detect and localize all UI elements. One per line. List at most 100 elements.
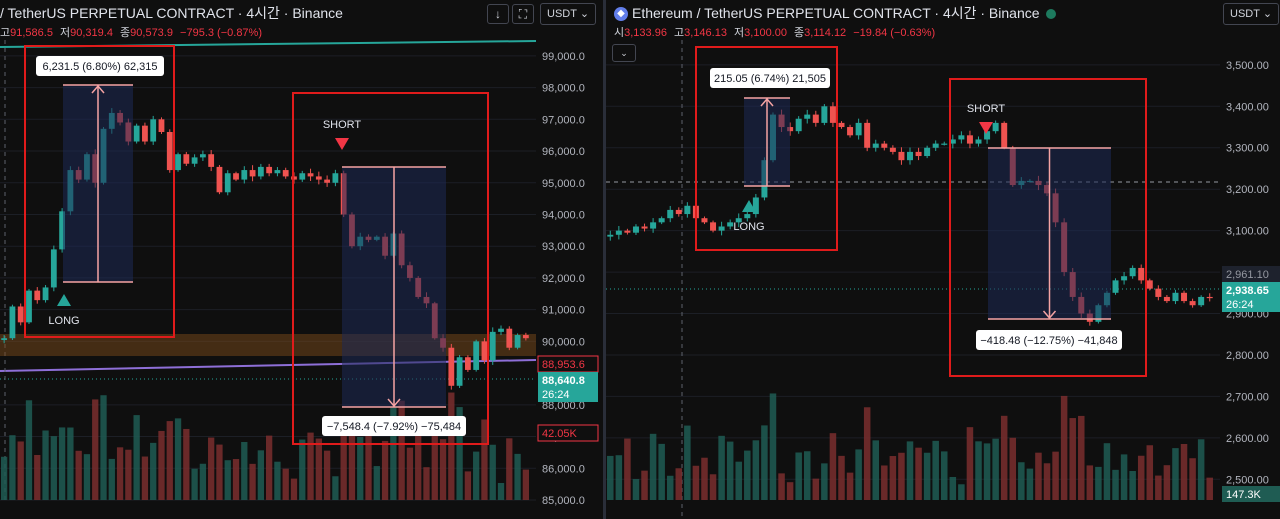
volume-bar (966, 427, 974, 500)
candle-body (907, 151, 913, 161)
fullscreen-icon[interactable]: ⛶ (512, 4, 534, 24)
candle-body (949, 139, 956, 144)
candle-body (1146, 280, 1153, 289)
ohlc-low-label: 저 (734, 27, 745, 39)
volume-bar (448, 392, 455, 500)
ohlc-high-label: 고 (0, 27, 11, 39)
volume-bar (423, 467, 430, 500)
candle-body (191, 157, 198, 164)
long-arrow-head (760, 97, 774, 107)
candle-body (1129, 267, 1136, 277)
volume-bar (183, 428, 190, 500)
candle-body (804, 114, 811, 119)
volume-bar (1069, 418, 1076, 500)
volume-bar (769, 393, 777, 500)
volume-bar (821, 463, 828, 500)
short-measure-label-bg (976, 330, 1122, 350)
y-tick-label: 92,000.0 (542, 273, 585, 285)
volume-bar (489, 444, 496, 500)
long-highlight-frame (24, 45, 175, 338)
short-triangle-icon (335, 138, 349, 150)
candle-body (456, 357, 463, 386)
download-icon[interactable]: ↓ (487, 4, 509, 24)
candle-body (233, 173, 239, 180)
candle-body (175, 154, 181, 171)
volume-bar (431, 435, 438, 500)
y-tick-label: 95,000.0 (542, 178, 585, 190)
y-tick-label: 99,000.0 (542, 51, 585, 63)
volume-bar (889, 456, 897, 500)
y-tick-label: 2,700.00 (1226, 391, 1269, 403)
volume-bar (1018, 462, 1025, 500)
volume-bar (58, 427, 66, 500)
volume-bar (641, 470, 648, 500)
volume-bar (191, 468, 198, 500)
volume-tag-bg (537, 424, 599, 442)
collapse-legend-button[interactable]: ⌄ (612, 44, 636, 62)
volume-bar (141, 456, 149, 500)
candle-body (787, 127, 794, 132)
volume-bar (232, 459, 240, 500)
volume-bar (348, 426, 356, 500)
volume-bar (923, 452, 931, 500)
ohlc-change-value: −795.3 (−0.87%) (180, 27, 262, 39)
candle-body (1112, 280, 1119, 293)
volume-bar (1009, 437, 1017, 500)
volume-bar (949, 476, 957, 500)
candle-body (641, 226, 648, 229)
candle-body (941, 143, 948, 145)
candle-body (658, 218, 665, 223)
volume-bar (658, 443, 665, 500)
volume-bar (846, 472, 854, 500)
volume-bar (415, 421, 422, 500)
candle-body (1172, 292, 1179, 302)
y-tick-label: 90,000.0 (542, 336, 585, 348)
volume-bar (265, 435, 273, 500)
volume-bar (1095, 466, 1102, 500)
eth-candlestick-chart[interactable]: 3,500.00 3,400.00 3,300.00 3,200.00 3,100.00… (606, 0, 1280, 519)
volume-bar (216, 444, 223, 500)
volume-bar (761, 425, 768, 500)
volume-bar (624, 438, 631, 500)
volume-tag-bg (1222, 486, 1280, 502)
eth-currency-select[interactable]: USDT ⌄ (1223, 3, 1280, 25)
volume-bar (1086, 465, 1094, 500)
volume-bar (340, 416, 347, 500)
volume-bar (855, 449, 862, 500)
candle-body (473, 341, 480, 370)
volume-bar (649, 433, 657, 500)
y-tick-label: 2,800.00 (1226, 350, 1269, 362)
btc-ohlc-readout: 고91,586.5 저90,319.4 종90,573.9 −795.3 (−0… (0, 24, 266, 40)
current-price-tag-bg (538, 372, 598, 402)
volume-bar (778, 473, 785, 500)
ohlc-close-value: 90,573.9 (130, 27, 173, 39)
volume-bar (357, 437, 364, 500)
short-arrow-head (1042, 310, 1057, 320)
eth-chart-pane[interactable]: 3,500.00 3,400.00 3,300.00 3,200.00 3,100.00… (606, 0, 1280, 519)
volume-bar (1052, 451, 1059, 500)
volume-bar (381, 440, 389, 500)
candle-body (855, 122, 862, 136)
eth-ohlc-readout: 시3,133.96 고3,146.13 저3,100.00 종3,114.12 … (614, 24, 939, 40)
volume-bar (958, 484, 965, 500)
candle-body (59, 211, 66, 250)
current-price-tag-time: 26:24 (1226, 299, 1254, 311)
candle-body (464, 357, 471, 370)
reference-price-tag: 2,961.10 (1226, 269, 1269, 281)
volume-bar (718, 435, 725, 500)
btc-currency-select[interactable]: USDT ⌄ (540, 3, 597, 25)
ohlc-open-value: 3,133.96 (624, 27, 667, 39)
volume-bar (299, 439, 306, 500)
trend-line-lower (0, 359, 537, 372)
pane-divider[interactable] (603, 0, 606, 519)
long-triangle-icon (742, 200, 756, 212)
ethereum-icon: ◆ (614, 7, 628, 22)
candle-body (735, 218, 742, 223)
long-measure-label: 215.05 (6.74%) 21,505 (714, 73, 826, 85)
candle-body (34, 290, 41, 301)
candle-body (1001, 122, 1008, 148)
volume-bar (158, 430, 165, 500)
btc-candlestick-chart[interactable]: 99,000.0 98,000.0 97,000.0 96,000.0 95,000.0… (0, 0, 603, 519)
short-measure-label: −7,548.4 (−7.92%) −75,484 (327, 421, 461, 433)
btc-chart-pane[interactable]: 99,000.0 98,000.0 97,000.0 96,000.0 95,000.0… (0, 0, 603, 519)
